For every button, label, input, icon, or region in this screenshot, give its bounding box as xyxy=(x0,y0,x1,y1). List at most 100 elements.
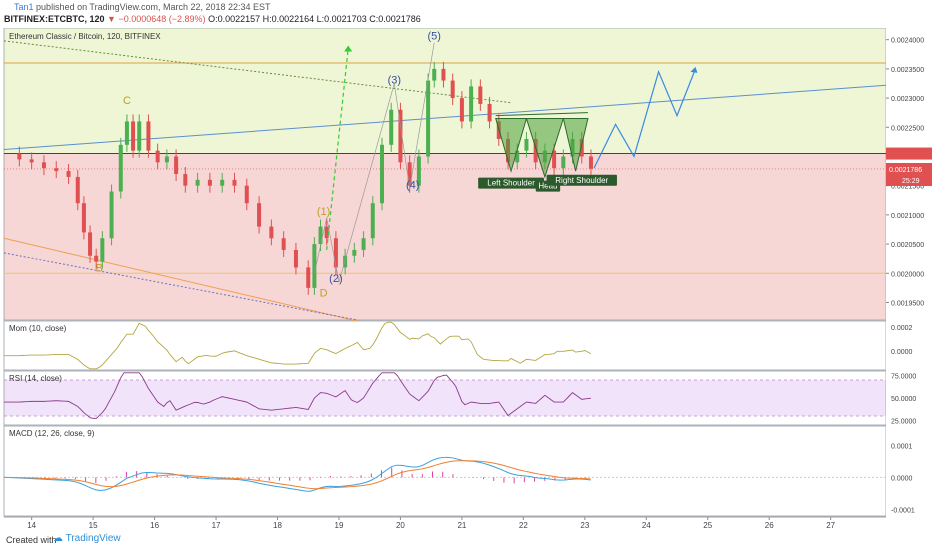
y-tick-label: 0.0020000 xyxy=(891,271,924,278)
candle-body xyxy=(352,249,357,256)
x-tick-label: 16 xyxy=(150,521,159,530)
green-projection-arrow xyxy=(326,48,349,250)
orange-support-line xyxy=(3,237,358,322)
candle-body xyxy=(343,255,348,268)
macd-line xyxy=(3,456,591,492)
wave-annotation: (1) xyxy=(317,206,330,218)
down-arrow-icon: ▼ xyxy=(107,14,116,24)
candle-body xyxy=(174,156,179,174)
macd-signal-line xyxy=(3,460,591,490)
price-axis-bg xyxy=(886,28,932,517)
rsi-tick-label: 50.0000 xyxy=(891,396,916,403)
candle-body xyxy=(524,138,529,151)
candle-body xyxy=(416,156,421,186)
candle-body xyxy=(552,150,557,169)
candle-body xyxy=(66,171,71,177)
candle-body xyxy=(41,162,46,169)
candle-body xyxy=(29,159,34,163)
candle-body xyxy=(220,179,225,186)
wave-annotation: (2) xyxy=(329,273,342,285)
candle-body xyxy=(164,156,169,163)
candle-body xyxy=(81,203,86,233)
wave-annotation: (3) xyxy=(388,74,401,86)
candle-body xyxy=(561,156,566,169)
candle-body xyxy=(361,238,366,250)
y-tick-label: 0.0023500 xyxy=(891,67,924,74)
mom-panel-title: Mom (10, close) xyxy=(9,324,67,333)
macd-tick-label: 0.0001 xyxy=(891,443,913,450)
y-tick-label: 0.0024000 xyxy=(891,38,924,45)
candle-body xyxy=(109,191,114,239)
candle-body xyxy=(533,138,538,163)
x-tick-label: 27 xyxy=(826,521,835,530)
wave-annotation: C xyxy=(123,95,131,107)
candle-body xyxy=(293,249,298,268)
candle-body xyxy=(398,109,403,163)
candle-body xyxy=(118,144,123,192)
candle-body xyxy=(407,162,412,186)
candle-body xyxy=(137,121,142,151)
author-link[interactable]: Tan1 xyxy=(14,2,34,12)
y-tick-label: 0.0023000 xyxy=(891,96,924,103)
x-tick-label: 24 xyxy=(642,521,651,530)
candle-body xyxy=(370,203,375,239)
rsi-tick-label: 25.0000 xyxy=(891,419,916,426)
candle-body xyxy=(579,138,584,157)
macd-tick-label: -0.0001 xyxy=(891,508,915,515)
candle-body xyxy=(515,150,520,163)
candle-body xyxy=(100,238,105,262)
x-tick-label: 17 xyxy=(212,521,221,530)
candle-body xyxy=(478,86,483,104)
candle-body xyxy=(269,226,274,239)
blue-arrow-head xyxy=(690,66,698,73)
y-tick-label: 0.0021500 xyxy=(891,184,924,191)
tradingview-logo[interactable]: ☁ TradingView xyxy=(53,533,121,544)
wave-annotation: D xyxy=(320,288,328,300)
neckline xyxy=(495,112,588,117)
panel-frame-macd xyxy=(3,425,887,517)
created-with-text: Created with xyxy=(6,535,57,545)
candle-body xyxy=(487,103,492,122)
candle-body xyxy=(17,153,22,160)
candle-body xyxy=(380,144,384,204)
candle-body xyxy=(426,80,431,157)
head-label: Heau xyxy=(538,182,557,191)
footer: Created with ☁ TradingView xyxy=(0,531,932,550)
pattern-triangle xyxy=(495,118,528,173)
candle-body xyxy=(257,203,262,227)
candle-body xyxy=(432,68,437,81)
x-tick-label: 15 xyxy=(89,521,98,530)
candle-body xyxy=(588,156,593,169)
x-tick-label: 19 xyxy=(335,521,344,530)
wave-annotation: (5) xyxy=(428,31,441,43)
wave-annotation: (4) xyxy=(406,180,419,192)
candle-body xyxy=(75,176,80,204)
x-tick-label: 23 xyxy=(580,521,589,530)
candle-body xyxy=(306,267,311,288)
candle-body xyxy=(54,168,59,172)
mom-tick-label: 0.0000 xyxy=(891,349,913,356)
candle-body xyxy=(244,185,249,204)
countdown-bg xyxy=(886,174,932,186)
candle-body xyxy=(469,86,474,122)
wave-annotation: B xyxy=(96,263,103,275)
candle-body xyxy=(88,232,93,256)
y-tick-label: 0.0022500 xyxy=(891,125,924,132)
symbol-info: BITFINEX:ETCBTC, 120 ▼ −0.0000648 (−2.89… xyxy=(4,14,421,24)
wave-count-line xyxy=(314,42,435,283)
publish-info: Tan1 published on TradingView.com, March… xyxy=(14,2,271,12)
rsi-panel-title: RSI (14, close) xyxy=(9,374,62,383)
red-zone xyxy=(4,153,886,320)
publish-text: published on TradingView.com, March 22, … xyxy=(36,2,271,12)
tradingview-brand: TradingView xyxy=(65,533,121,544)
chart-header: Tan1 published on TradingView.com, March… xyxy=(0,0,932,28)
x-tick-label: 21 xyxy=(457,521,466,530)
right-shoulder-label-bg xyxy=(546,174,617,186)
y-tick-label: 0.0019500 xyxy=(891,300,924,307)
left-shoulder-label: Left Shoulder xyxy=(487,179,535,188)
price-panel-title: Ethereum Classic / Bitcoin, 120, BITFINE… xyxy=(9,32,161,41)
blue-projection-path xyxy=(593,68,697,169)
candle-body xyxy=(450,80,455,99)
blue-trendline xyxy=(3,84,887,150)
